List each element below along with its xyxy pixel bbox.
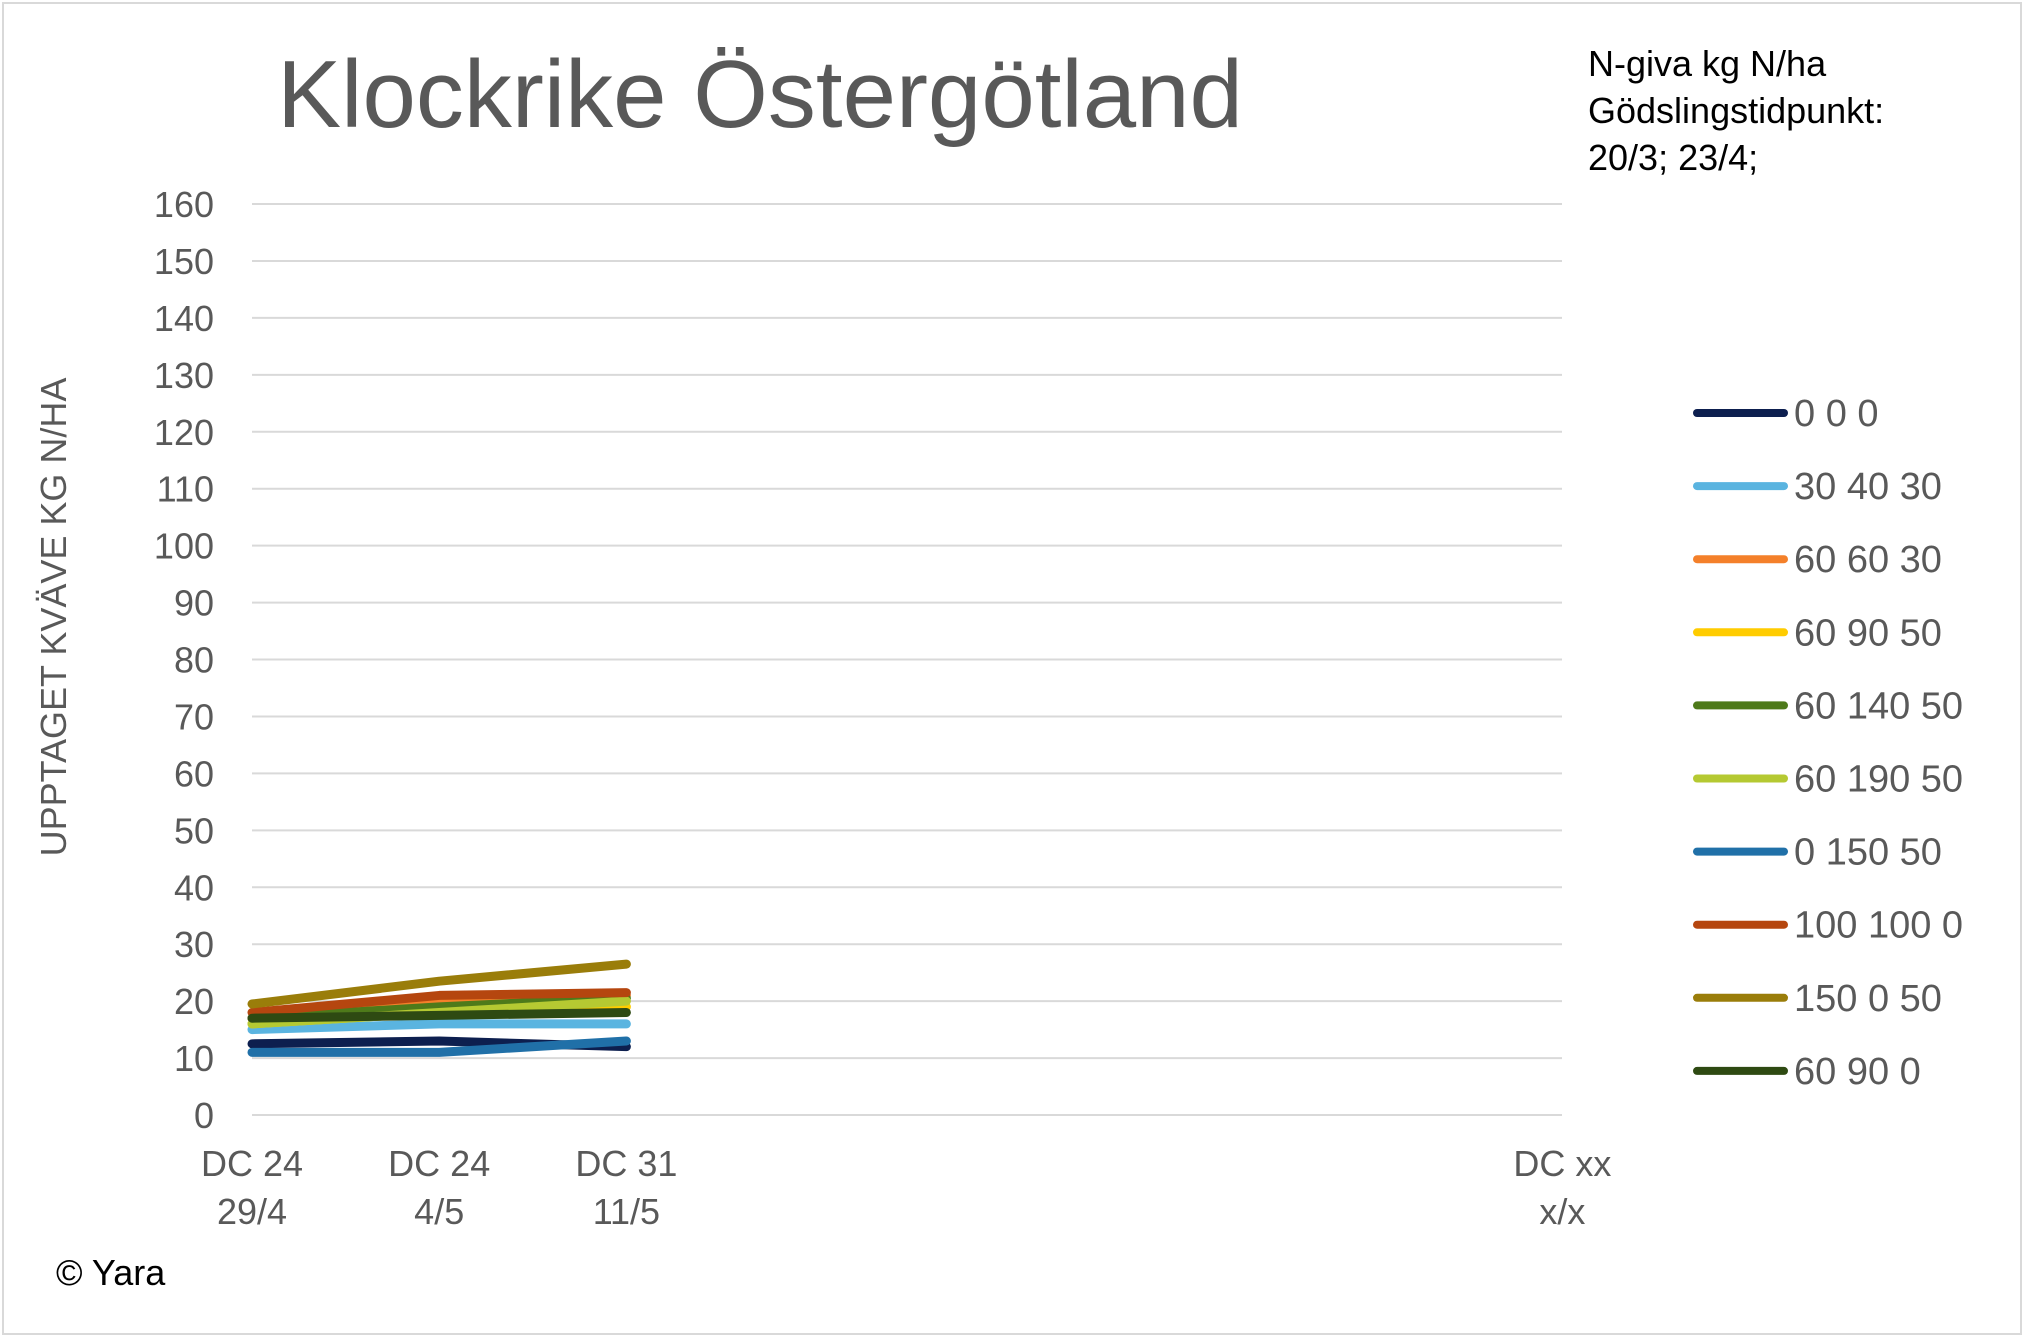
y-tick-110: 110 <box>157 469 214 510</box>
legend-label-2: 60 60 30 <box>1794 539 1942 581</box>
y-tick-100: 100 <box>154 526 214 567</box>
legend-label-0: 0 0 0 <box>1794 393 1879 435</box>
legend: 0 0 0 30 40 30 60 60 30 60 90 50 60 140 50 60… <box>1693 393 1963 1093</box>
y-tick-160: 160 <box>154 184 214 225</box>
note-line-1: N-giva kg N/ha <box>1588 43 1827 84</box>
series-line-7 <box>247 988 631 1018</box>
y-tick-80: 80 <box>174 640 214 681</box>
series-line-9 <box>247 1008 631 1023</box>
x-tick-1-line2: 4/5 <box>414 1191 464 1232</box>
y-tick-150: 150 <box>154 241 214 282</box>
legend-label-3: 60 90 50 <box>1794 612 1942 654</box>
chart-title: Klockrike Östergötland <box>277 41 1243 148</box>
legend-label-1: 30 40 30 <box>1794 466 1942 508</box>
gridlines <box>252 203 1562 1116</box>
x-tick-2-line2: 11/5 <box>593 1191 660 1232</box>
legend-label-8: 150 0 50 <box>1794 978 1942 1020</box>
x-tick-7-line2: x/x <box>1539 1191 1585 1232</box>
x-tick-labels: DC 24 29/4 DC 24 4/5 DC 31 11/5 DC xx x/x <box>201 1143 1611 1232</box>
series-line-8 <box>247 959 631 1009</box>
y-tick-10: 10 <box>174 1038 214 1079</box>
note-line-3: 20/3; 23/4; <box>1588 137 1759 178</box>
y-tick-0: 0 <box>194 1095 214 1136</box>
y-tick-60: 60 <box>174 753 214 794</box>
fertilization-note: N-giva kg N/ha Gödslingstidpunkt: 20/3; … <box>1588 40 1884 181</box>
series-line-6 <box>247 1036 631 1057</box>
y-tick-50: 50 <box>174 810 214 851</box>
legend-label-9: 60 90 0 <box>1794 1051 1921 1093</box>
y-tick-130: 130 <box>154 355 214 396</box>
series-lines <box>247 959 631 1057</box>
copyright: © Yara <box>56 1252 166 1293</box>
legend-label-7: 100 100 0 <box>1794 905 1963 947</box>
x-tick-0-line2: 29/4 <box>217 1191 287 1232</box>
y-axis-label: UPPTAGET KVÄVE KG N/HA <box>33 378 74 857</box>
y-tick-120: 120 <box>154 412 214 453</box>
y-tick-90: 90 <box>174 583 214 624</box>
note-line-2: Gödslingstidpunkt: <box>1588 90 1885 131</box>
y-tick-30: 30 <box>174 924 214 965</box>
y-tick-70: 70 <box>174 696 214 737</box>
x-tick-1-line1: DC 24 <box>388 1143 490 1184</box>
y-tick-labels: 0 10 20 30 40 50 60 70 80 90 100 110 120 130 140 150 160 <box>154 184 214 1136</box>
x-tick-0-line1: DC 24 <box>201 1143 303 1184</box>
y-tick-20: 20 <box>174 981 214 1022</box>
x-tick-7-line1: DC xx <box>1513 1143 1611 1184</box>
legend-label-6: 0 150 50 <box>1794 832 1942 874</box>
series-line-1 <box>247 1019 631 1035</box>
y-tick-40: 40 <box>174 867 214 908</box>
y-tick-140: 140 <box>154 298 214 339</box>
legend-label-4: 60 140 50 <box>1794 685 1963 727</box>
legend-label-5: 60 190 50 <box>1794 759 1963 801</box>
x-tick-2-line1: DC 31 <box>575 1143 677 1184</box>
